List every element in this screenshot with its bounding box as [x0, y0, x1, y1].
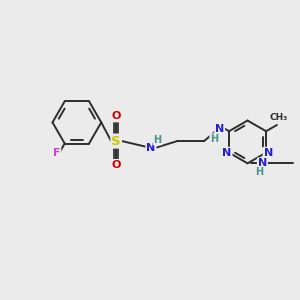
Text: N: N: [263, 148, 273, 158]
Text: H: H: [210, 134, 218, 144]
Text: N: N: [215, 124, 224, 134]
Text: N: N: [222, 148, 232, 158]
Text: H: H: [255, 167, 263, 177]
Text: S: S: [111, 135, 121, 148]
Text: CH₃: CH₃: [270, 113, 288, 122]
Text: H: H: [153, 135, 161, 145]
Text: O: O: [112, 112, 121, 122]
Text: F: F: [53, 148, 60, 158]
Text: O: O: [112, 160, 121, 170]
Text: N: N: [146, 143, 155, 153]
Text: N: N: [258, 158, 267, 168]
